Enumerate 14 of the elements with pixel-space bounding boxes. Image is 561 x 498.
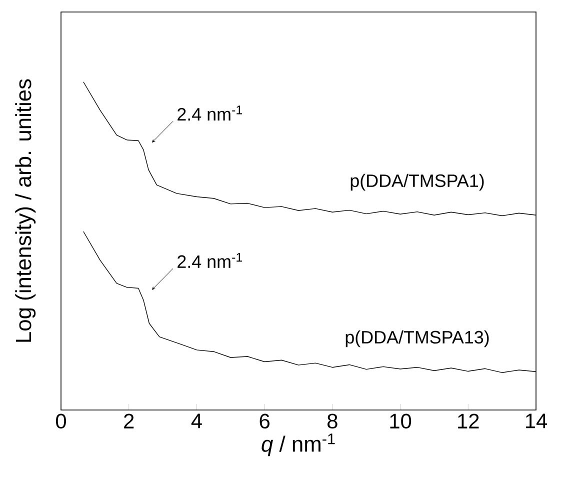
x-tick-label: 4	[191, 414, 202, 428]
x-tick-label: 14	[526, 414, 548, 428]
y-axis-title: Log (intensity) / arb. unities	[15, 79, 36, 342]
x-tick-label: 2	[124, 414, 134, 428]
x-tick-label: 0	[56, 414, 66, 429]
annotation: 2.4 nm$^{-1}$	[178, 252, 242, 268]
x-tick-label: 8	[328, 414, 338, 429]
series-label: p(DDA/TMSPA13)	[346, 330, 489, 348]
annotation: 2.4 nm$^{-1}$	[178, 106, 242, 120]
x-tick-label: 6	[260, 414, 270, 429]
x-tick-label: 12	[458, 414, 479, 428]
series-label: p(DDA/TMSPA1)	[350, 174, 484, 191]
x-axis-title: q / nm$^{-1}$	[262, 434, 335, 456]
x-tick-label: 10	[390, 414, 412, 429]
